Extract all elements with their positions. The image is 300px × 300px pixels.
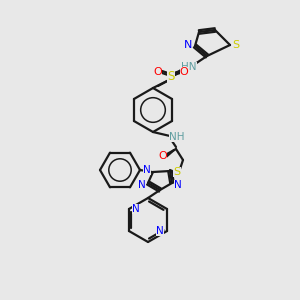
Text: O: O [154, 67, 162, 77]
Text: N: N [174, 180, 182, 190]
Text: S: S [167, 70, 175, 83]
Text: S: S [173, 167, 181, 177]
Text: N: N [184, 40, 192, 50]
Text: NH: NH [169, 132, 185, 142]
Text: N: N [156, 226, 164, 236]
Text: N: N [143, 165, 151, 175]
Text: O: O [159, 151, 167, 161]
Text: N: N [132, 204, 140, 214]
Text: O: O [180, 67, 188, 77]
Text: S: S [232, 40, 240, 50]
Text: N: N [138, 180, 146, 190]
Text: HN: HN [181, 62, 197, 72]
